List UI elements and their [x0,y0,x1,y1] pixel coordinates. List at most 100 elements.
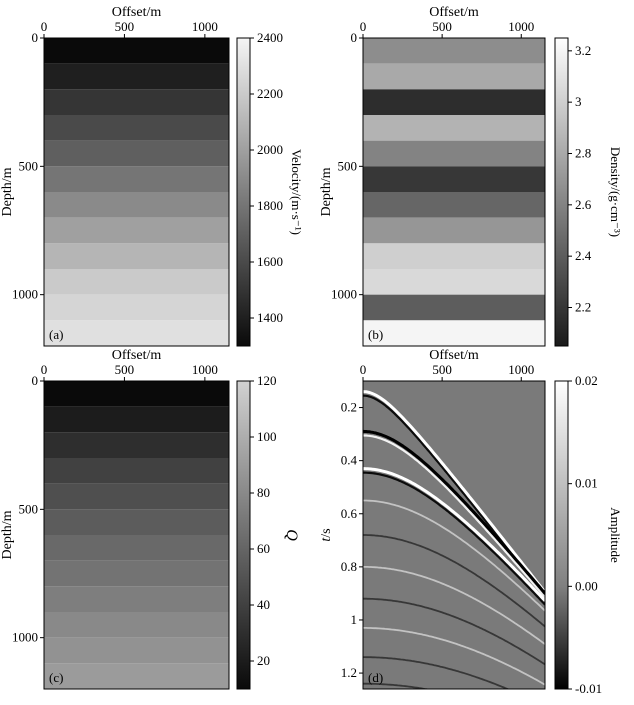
x-axis-label: Offset/m [429,5,479,20]
layer-8 [44,243,229,269]
plot-frame [43,37,230,347]
x-tick-label: 1000 [192,19,218,34]
layer-6 [363,192,545,218]
y-tick-label: 1000 [12,630,38,645]
x-tick-label: 500 [115,362,135,377]
x-axis-label: Offset/m [112,348,162,363]
x-tick-label: 0 [360,19,367,34]
event-8 [363,656,510,689]
event-2 [363,467,545,602]
layer-2 [363,89,545,115]
gather-events [363,390,545,689]
layer-10 [363,294,545,321]
y-tick-label: 0 [32,373,39,388]
event-4 [363,534,545,628]
event-sidelobe-2 [363,471,545,606]
x-tick-label: 0 [41,19,48,34]
x-tick-label: 1000 [192,362,218,377]
event-3 [363,499,545,612]
layer-9 [44,612,229,638]
layer-3 [44,115,229,141]
layer-0 [44,381,229,407]
colorbar-tick-label: 80 [257,485,270,500]
y-axis-label: Depth/m [0,510,15,559]
y-axis-label: t/s [319,528,334,541]
colorbar-label: Density/(g·cm⁻³) [608,147,623,237]
y-tick-label: 500 [338,158,358,173]
event-7 [363,627,545,686]
layer-0 [363,38,545,64]
colorbar [554,380,569,690]
colorbar-tick-label: 1600 [257,254,283,269]
panel-a: 0 500 1000 Offset/m 0 500 1000 Depth/m (a) 1400 16… [0,5,304,347]
panel-c: 0 500 1000 Offset/m 0 500 1000 Depth/m (c) 20 40 60… [0,348,300,690]
layer-8 [44,586,229,612]
layer-10 [44,637,229,664]
panel-label: (b) [368,327,383,342]
layer-10 [44,294,229,321]
layer-1 [363,63,545,90]
x-tick-label: 500 [432,19,452,34]
colorbar-tick-label: 2200 [257,86,283,101]
x-tick-label: 0 [41,362,48,377]
layer-4 [363,140,545,167]
layer-7 [363,217,545,244]
layer-2 [44,89,229,115]
colorbar-tick-label: 2.8 [575,146,591,161]
layer-3 [363,115,545,141]
panel-label: (a) [49,327,63,342]
colorbar-tick-label: 3.2 [575,43,591,58]
colorbar-tick-label: -0.01 [575,681,602,696]
event-5 [363,566,545,645]
y-tick-label: 0 [351,30,358,45]
layer-4 [44,483,229,510]
layer-3 [44,458,229,484]
colorbar [236,37,251,347]
event-0 [363,390,545,594]
plot-frame [362,37,546,347]
y-tick-label: 500 [19,501,39,516]
colorbar-tick-label: 0.01 [575,476,598,491]
colorbar-tick-label: 2.2 [575,300,591,315]
colorbar-label: Q [283,529,300,541]
y-axis-label: Depth/m [319,167,334,216]
layer-11 [44,663,229,689]
colorbar-tick-label: 20 [257,653,270,668]
x-axis-label: Offset/m [112,5,162,20]
colorbar-tick-label: 3 [575,94,582,109]
colorbar-tick-label: 100 [257,429,277,444]
y-tick-label: 0.4 [341,453,358,468]
y-tick-label: 1 [351,612,358,627]
x-tick-label: 1000 [508,19,534,34]
y-tick-label: 1000 [331,287,357,302]
y-tick-label: 0 [32,30,39,45]
panel-b: 0 500 1000 Offset/m 0 500 1000 Depth/m (b) 2.2 2.4… [319,5,623,347]
x-tick-label: 500 [115,19,135,34]
layer-1 [44,63,229,90]
layer-1 [44,406,229,433]
panel-label: (d) [368,670,383,685]
y-axis-label: Depth/m [0,167,15,216]
layer-5 [44,166,229,192]
event-1 [363,429,545,595]
y-tick-label: 1.2 [341,665,357,680]
layer-5 [44,509,229,535]
colorbar-tick-label: 2.4 [575,248,592,263]
y-tick-label: 500 [19,158,39,173]
y-tick-label: 0.6 [341,506,358,521]
panel-d: 0 500 1000 Offset/m 0.2 0.4 0.6 0.8 1 1.2 t/s (d) -0… [319,348,623,696]
x-tick-label: 1000 [508,362,534,377]
colorbar [554,37,569,347]
colorbar-tick-label: 40 [257,597,270,612]
colorbar-label: Amplitude [608,507,623,563]
layer-11 [363,320,545,346]
x-tick-label: 500 [432,362,452,377]
layer-9 [363,269,545,295]
layer-9 [44,269,229,295]
layer-8 [363,243,545,269]
y-tick-label: 0.8 [341,559,357,574]
layer-5 [363,166,545,192]
colorbar-tick-label: 0.00 [575,578,598,593]
colorbar-tick-label: 60 [257,541,270,556]
colorbar-label: Velocity/(m·s⁻¹) [289,149,304,235]
